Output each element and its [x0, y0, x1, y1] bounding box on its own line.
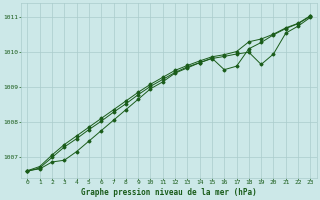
X-axis label: Graphe pression niveau de la mer (hPa): Graphe pression niveau de la mer (hPa) — [81, 188, 257, 197]
